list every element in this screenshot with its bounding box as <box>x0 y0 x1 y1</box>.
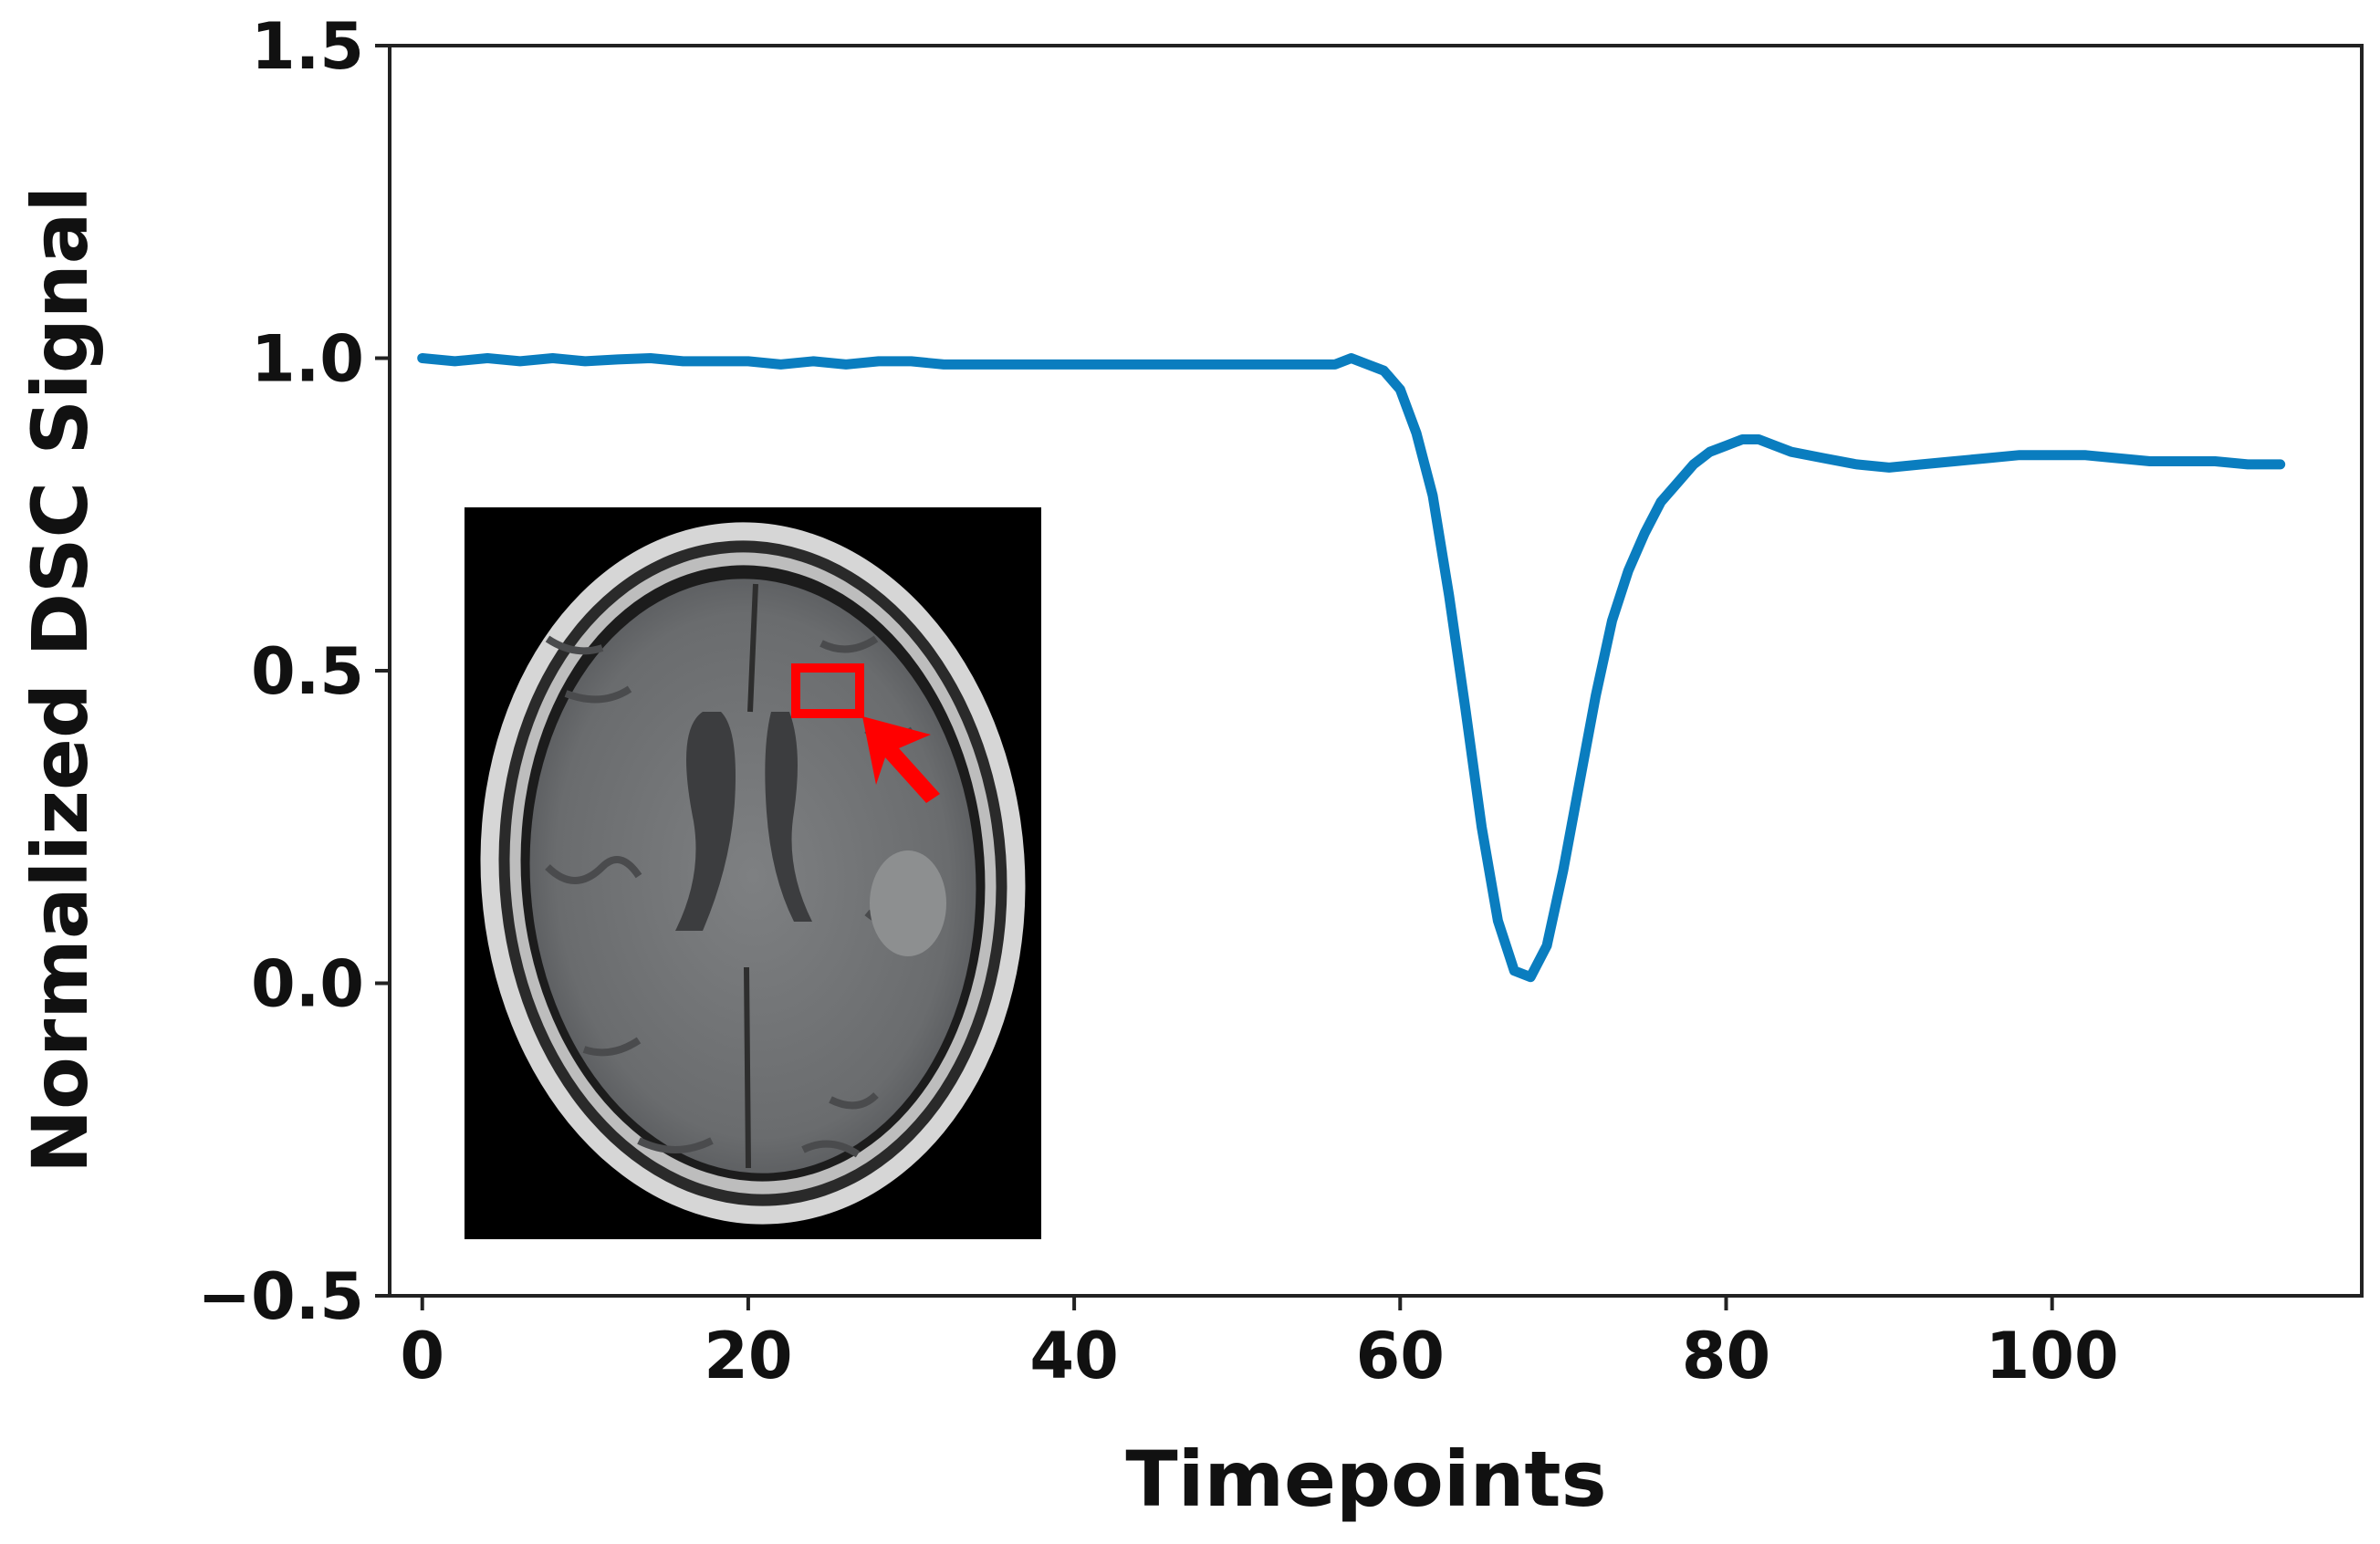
mri-lesion <box>870 850 946 956</box>
y-axis-ticks: −0.5 0.0 0.5 1.0 1.5 <box>197 9 390 1334</box>
x-axis-label: Timepoints <box>1125 1434 1606 1524</box>
brain-mri-inset <box>465 507 1041 1239</box>
x-tick-label: 100 <box>1986 1319 2119 1393</box>
x-tick-label: 0 <box>400 1319 444 1393</box>
x-tick-label: 40 <box>1029 1319 1118 1393</box>
roi-arrow-icon <box>862 716 940 803</box>
y-tick-label: 1.0 <box>251 322 364 397</box>
y-axis-label: Normalized DSC Signal <box>16 186 105 1174</box>
mri-left-ventricle <box>675 712 736 931</box>
y-tick-label: 0.5 <box>251 634 364 709</box>
x-tick-label: 80 <box>1682 1319 1770 1393</box>
mri-right-ventricle <box>765 712 812 922</box>
x-tick-label: 60 <box>1356 1319 1445 1393</box>
mri-midline <box>744 583 758 1169</box>
mri-brain <box>529 579 976 1174</box>
roi-box <box>791 663 864 718</box>
y-tick-label: 1.5 <box>251 9 364 84</box>
y-tick-label: −0.5 <box>197 1259 364 1334</box>
series-line-dsc-signal <box>417 353 2286 983</box>
x-tick-label: 20 <box>704 1319 792 1393</box>
y-tick-label: 0.0 <box>251 947 364 1022</box>
x-axis-ticks: 0 20 40 60 80 100 <box>400 1296 2119 1393</box>
